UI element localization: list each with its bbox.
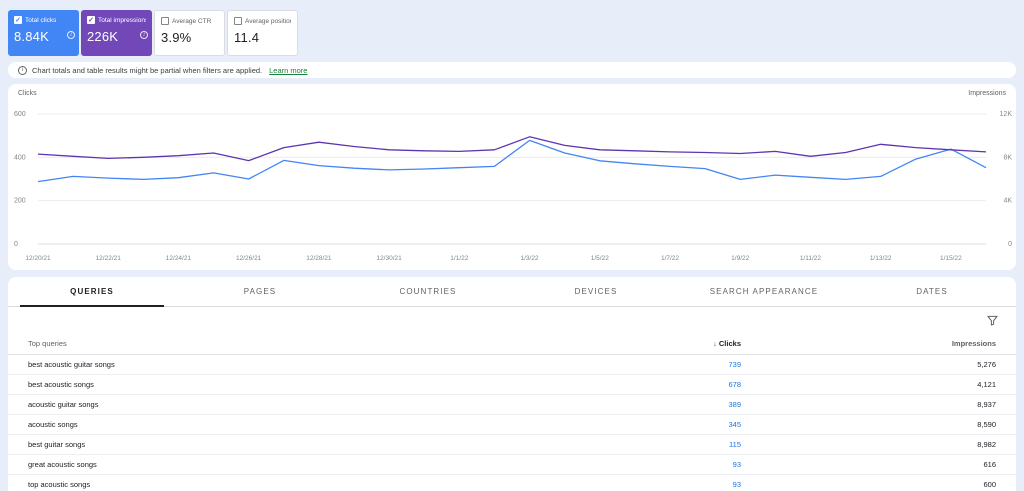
checkbox-unchecked-icon[interactable] [161, 17, 169, 25]
svg-text:0: 0 [14, 241, 18, 248]
impressions-cell: 4,121 [977, 380, 996, 389]
table-header-row: Top queries ↓ Clicks Impressions [8, 333, 1016, 355]
svg-text:1/7/22: 1/7/22 [661, 255, 679, 262]
metric-value: 11.4 [234, 30, 260, 45]
metric-value: 3.9% [161, 30, 192, 45]
metric-label: Total impressions [98, 16, 146, 24]
impressions-cell: 5,276 [977, 360, 996, 369]
right-axis-title: Impressions [968, 90, 1006, 97]
query-cell[interactable]: great acoustic songs [28, 460, 97, 469]
clicks-cell: 345 [728, 420, 741, 429]
metric-value: 8.84K [14, 29, 49, 44]
clicks-column-header[interactable]: ↓ Clicks [713, 339, 741, 348]
svg-text:1/5/22: 1/5/22 [591, 255, 609, 262]
tab-devices[interactable]: DEVICES [574, 287, 618, 296]
tab-countries[interactable]: COUNTRIES [399, 287, 457, 296]
svg-text:1/9/22: 1/9/22 [731, 255, 749, 262]
tab-dates[interactable]: DATES [916, 287, 948, 296]
info-icon [67, 31, 75, 39]
checkbox-checked-icon[interactable] [14, 16, 22, 24]
svg-text:12/20/21: 12/20/21 [25, 255, 51, 262]
clicks-cell: 389 [728, 400, 741, 409]
tab-pages[interactable]: PAGES [243, 287, 277, 296]
filter-icon[interactable] [987, 315, 998, 326]
info-icon [18, 65, 27, 75]
impressions-cell: 8,590 [977, 420, 996, 429]
svg-text:12/30/21: 12/30/21 [376, 255, 402, 262]
left-axis-title: Clicks [18, 90, 37, 97]
total-impressions-card[interactable]: Total impressions 226K [81, 10, 152, 56]
svg-text:12K: 12K [1000, 111, 1013, 118]
impressions-cell: 8,982 [977, 440, 996, 449]
average-ctr-card[interactable]: Average CTR 3.9% [154, 10, 225, 56]
average-position-card[interactable]: Average position 11.4 [227, 10, 298, 56]
tab-queries[interactable]: QUERIES [8, 277, 176, 307]
impressions-cell: 600 [983, 480, 996, 489]
query-cell[interactable]: best acoustic songs [28, 380, 94, 389]
svg-text:0: 0 [1008, 241, 1012, 248]
banner-text: Chart totals and table results might be … [32, 65, 263, 75]
svg-text:1/11/22: 1/11/22 [800, 255, 822, 262]
svg-text:1/3/22: 1/3/22 [521, 255, 539, 262]
dimensions-table-card: QUERIES PAGES COUNTRIES DEVICES SEARCH A… [8, 277, 1016, 491]
clicks-cell: 115 [729, 440, 741, 449]
metric-cards-row: Total clicks 8.84K Total impressions 226… [8, 10, 298, 56]
svg-text:600: 600 [14, 111, 26, 118]
query-cell[interactable]: best acoustic guitar songs [28, 360, 115, 369]
metric-label: Average position [245, 17, 291, 25]
svg-text:400: 400 [14, 154, 26, 161]
table-row[interactable]: great acoustic songs 93 616 [8, 455, 1016, 475]
table-row[interactable]: acoustic guitar songs 389 8,937 [8, 395, 1016, 415]
top-queries-header: Top queries [28, 339, 67, 348]
total-clicks-card[interactable]: Total clicks 8.84K [8, 10, 79, 56]
performance-chart-card: Clicks Impressions 600 12K 400 8K 200 4K 0 0 12/… [8, 84, 1016, 270]
metric-value: 226K [87, 29, 119, 44]
metric-label: Total clicks [25, 16, 57, 24]
svg-text:4K: 4K [1003, 198, 1012, 205]
query-cell[interactable]: best guitar songs [28, 440, 86, 449]
svg-text:12/26/21: 12/26/21 [236, 255, 262, 262]
table-toolbar [8, 307, 1016, 333]
clicks-cell: 93 [732, 480, 741, 489]
svg-text:12/22/21: 12/22/21 [96, 255, 122, 262]
table-row[interactable]: top acoustic songs 93 600 [8, 475, 1016, 491]
checkbox-checked-icon[interactable] [87, 16, 95, 24]
query-cell[interactable]: top acoustic songs [28, 480, 91, 489]
table-row[interactable]: best guitar songs 115 8,982 [8, 435, 1016, 455]
svg-text:200: 200 [14, 198, 26, 205]
info-icon [140, 31, 148, 39]
clicks-cell: 739 [728, 360, 741, 369]
svg-text:12/24/21: 12/24/21 [166, 255, 192, 262]
svg-text:12/28/21: 12/28/21 [306, 255, 332, 262]
checkbox-unchecked-icon[interactable] [234, 17, 242, 25]
svg-text:1/1/22: 1/1/22 [450, 255, 468, 262]
clicks-impressions-line-chart: 600 12K 400 8K 200 4K 0 0 12/20/21 12/22/21 12/24/… [14, 111, 1013, 262]
table-row[interactable]: acoustic songs 345 8,590 [8, 415, 1016, 435]
metric-label: Average CTR [172, 17, 212, 25]
query-cell[interactable]: acoustic guitar songs [28, 400, 99, 409]
learn-more-link[interactable]: Learn more [269, 65, 308, 75]
table-row[interactable]: best acoustic songs 678 4,121 [8, 375, 1016, 395]
clicks-cell: 678 [728, 380, 741, 389]
dimension-tabs: QUERIES PAGES COUNTRIES DEVICES SEARCH A… [8, 277, 1016, 307]
impressions-column-header[interactable]: Impressions [951, 339, 996, 348]
query-cell[interactable]: acoustic songs [28, 420, 78, 429]
table-row[interactable]: best acoustic guitar songs 739 5,276 [8, 355, 1016, 375]
svg-text:1/13/22: 1/13/22 [870, 255, 892, 262]
clicks-cell: 93 [732, 460, 741, 469]
table-body: best acoustic guitar songs 739 5,276 best a… [8, 355, 1016, 491]
svg-text:8K: 8K [1003, 154, 1012, 161]
impressions-cell: 8,937 [977, 400, 996, 409]
svg-text:1/15/22: 1/15/22 [940, 255, 962, 262]
sort-desc-icon: ↓ [713, 339, 717, 348]
impressions-cell: 616 [983, 460, 996, 469]
partial-data-banner: Chart totals and table results might be … [8, 62, 1016, 78]
tab-search-appearance[interactable]: SEARCH APPEARANCE [709, 287, 819, 296]
